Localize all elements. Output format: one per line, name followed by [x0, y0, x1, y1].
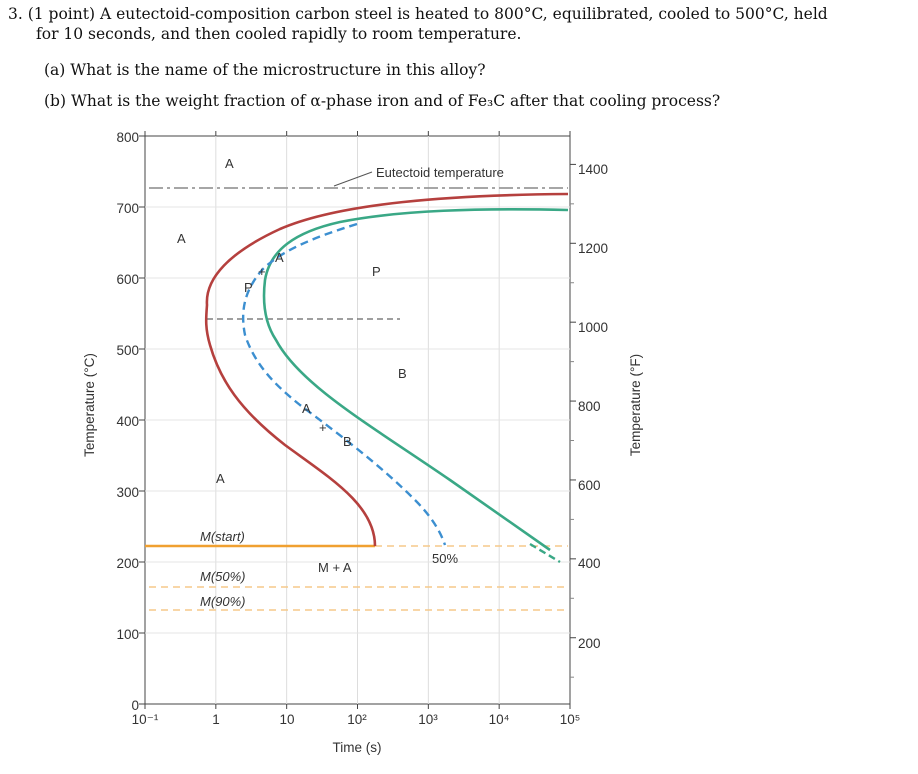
eutectoid-label: Eutectoid temperature	[376, 165, 504, 180]
label-B-region: B	[398, 366, 407, 381]
label-P-region: P	[372, 264, 381, 279]
grid-lines	[145, 136, 570, 704]
x-axis-labels: 10⁻¹ 1 10 10² 10³ 10⁴ 10⁵	[132, 712, 581, 727]
label-M-50: M(50%)	[200, 569, 246, 584]
x-tick-100: 10²	[347, 712, 367, 727]
y-tick-700: 700	[116, 201, 139, 216]
eutectoid-pointer	[333, 171, 373, 187]
label-A-small-1: A	[275, 250, 284, 265]
plus-marker-2: +	[319, 420, 327, 435]
label-B-small: B	[343, 434, 352, 449]
y-tick-800: 800	[116, 130, 139, 145]
label-M-plus-A: M + A	[318, 560, 352, 575]
x-tick-10000: 10⁴	[489, 712, 510, 727]
x-axis-title: Time (s)	[333, 740, 382, 755]
y-right-tick-1000: 1000	[578, 320, 608, 335]
y-right-tick-800: 800	[578, 399, 601, 414]
label-M-start: M(start)	[200, 529, 245, 544]
x-tick-100000: 10⁵	[560, 712, 581, 727]
y-axis-left-labels: 0 100 200 300 400 500 600 700 800	[116, 130, 139, 713]
y-tick-0: 0	[131, 698, 139, 713]
y-right-tick-600: 600	[578, 478, 601, 493]
y-axis-right-title: Temperature (°F)	[628, 354, 643, 456]
y-right-tick-200: 200	[578, 636, 601, 651]
plus-marker-1: +	[258, 264, 266, 279]
label-M-90: M(90%)	[200, 594, 246, 609]
start-curve	[204, 192, 569, 547]
y-tick-400: 400	[116, 414, 139, 429]
label-A-mid: A	[216, 471, 225, 486]
question-part-b: (b) What is the weight fraction of α-pha…	[44, 92, 721, 110]
y-right-tick-1200: 1200	[578, 241, 608, 256]
y-tick-100: 100	[116, 627, 139, 642]
x-tick-0.1: 10⁻¹	[132, 712, 159, 727]
axis-ticks	[139, 131, 576, 709]
label-50-percent: 50%	[432, 551, 458, 566]
label-A-left: A	[177, 231, 186, 246]
x-tick-10: 10	[279, 712, 294, 727]
y-tick-500: 500	[116, 343, 139, 358]
y-tick-200: 200	[116, 556, 139, 571]
finish-curve-dashed	[529, 542, 561, 564]
y-tick-300: 300	[116, 485, 139, 500]
label-A-small-2: A	[302, 401, 311, 416]
x-tick-1: 1	[212, 712, 220, 727]
label-P-small: P	[244, 280, 253, 295]
finish-curve	[262, 208, 569, 552]
y-right-tick-400: 400	[578, 556, 601, 571]
y-axis-left-title: Temperature (°C)	[82, 353, 97, 457]
y-right-tick-1400: 1400	[578, 162, 608, 177]
label-A-top: A	[225, 156, 234, 171]
x-tick-1000: 10³	[418, 712, 438, 727]
question-part-a: (a) What is the name of the microstructu…	[44, 61, 486, 79]
question-line-2: for 10 seconds, and then cooled rapidly …	[36, 25, 522, 43]
y-tick-600: 600	[116, 272, 139, 287]
question-line-1: 3. (1 point) A eutectoid-composition car…	[8, 5, 828, 23]
fifty-percent-curve	[241, 222, 447, 546]
y-axis-right-labels: 200 400 600 800 1000 1200 1400	[578, 162, 608, 651]
